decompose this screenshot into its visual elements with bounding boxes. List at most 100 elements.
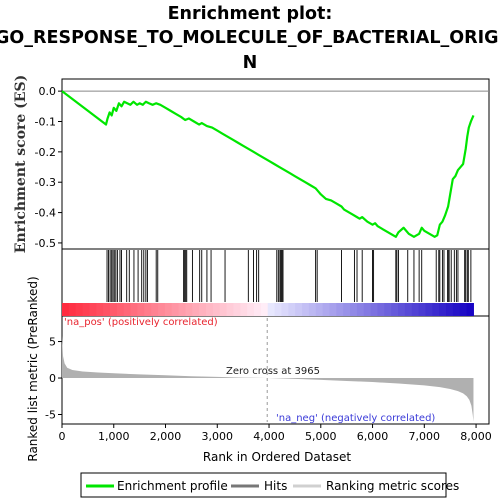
- xtick-label: 5,000: [305, 430, 337, 443]
- legend-box: [80, 472, 447, 498]
- es-ytick-label: -0.4: [35, 207, 56, 220]
- heatmap-segment: [96, 303, 104, 316]
- heatmap-segment: [391, 303, 399, 316]
- heatmap-segment: [233, 303, 241, 316]
- heatmap-segment: [411, 303, 420, 316]
- heatmap-segment: [68, 303, 77, 316]
- heatmap-segment: [384, 303, 392, 316]
- metric-ytick-label: -5: [45, 409, 56, 422]
- hit-markers: [106, 250, 472, 302]
- heatmap-segment: [219, 303, 228, 316]
- es-profile-group: [61, 90, 475, 238]
- heatmap-segment: [329, 303, 337, 316]
- heatmap-segment: [130, 303, 138, 316]
- x-axis-label: Rank in Ordered Dataset: [203, 450, 351, 464]
- heatmap-segment: [398, 303, 406, 316]
- heatmap-segment: [151, 303, 159, 316]
- chart-title-line-2: GO_RESPONSE_TO_MOLECULE_OF_BACTERIAL_ORI…: [0, 28, 500, 48]
- heatmap-segment: [158, 303, 166, 316]
- xtick-label: 0: [59, 430, 66, 443]
- heatmap-segment: [89, 303, 97, 316]
- heatmap-segment: [425, 303, 433, 316]
- x-axis-ticks: 0 1,000 2,000 3,000 4,000 5,000 6,000 7,000 8,00…: [59, 424, 492, 443]
- metric-ytick-label: 5: [49, 336, 56, 349]
- heatmap-segment: [439, 303, 447, 316]
- metric-y-ticks: 5 0 -5: [45, 336, 62, 422]
- es-ytick-label: 0.0: [39, 85, 57, 98]
- pos-correlated-label: 'na_pos' (positively correlated): [64, 317, 218, 328]
- heatmap-segment: [288, 303, 296, 316]
- heatmap-segment: [75, 303, 84, 316]
- heatmap-segment: [192, 303, 200, 316]
- legend-label-hits: Hits: [264, 479, 287, 493]
- heatmap-segment: [240, 303, 248, 316]
- xtick-label: 4,000: [253, 430, 285, 443]
- heatmap-segment: [116, 303, 125, 316]
- xtick-label: 7,000: [409, 430, 441, 443]
- heatmap-segment: [274, 303, 282, 316]
- es-y-ticks: 0.0 -0.1 -0.2 -0.3 -0.4 -0.5: [35, 85, 62, 250]
- heatmap-segment: [350, 303, 358, 316]
- heatmap-segment: [466, 303, 474, 316]
- heatmap-segment: [123, 303, 132, 316]
- heatmap-segment: [185, 303, 193, 316]
- legend-label-enrichment: Enrichment profile: [117, 479, 228, 493]
- es-profile-line: [61, 90, 475, 238]
- metric-ytick-label: 0: [49, 372, 56, 385]
- heatmap-segment: [363, 303, 372, 316]
- es-ytick-label: -0.1: [35, 116, 56, 129]
- heatmap-segment: [356, 303, 365, 316]
- chart-title-line-1: Enrichment plot:: [168, 4, 333, 24]
- heatmap-segment: [281, 303, 289, 316]
- heatmap-segment: [103, 303, 111, 316]
- xtick-label: 2,000: [150, 430, 182, 443]
- zero-cross-label: Zero cross at 3965: [226, 366, 320, 377]
- es-y-axis-label: Enrichment score (ES): [13, 75, 29, 253]
- heatmap-segment: [254, 303, 262, 316]
- chart-title-line-3: N: [243, 53, 258, 73]
- heatmap-segment: [452, 303, 461, 316]
- es-ytick-label: -0.2: [35, 146, 56, 159]
- heatmap-segment: [404, 303, 413, 316]
- heatmap-segment: [178, 303, 186, 316]
- heatmap-segment: [308, 303, 317, 316]
- legend-label-metric: Ranking metric scores: [326, 479, 459, 493]
- heatmap-segment: [206, 303, 214, 316]
- xtick-label: 3,000: [202, 430, 234, 443]
- heatmap-segment: [82, 303, 90, 316]
- xtick-label: 8,000: [460, 430, 492, 443]
- heatmap-segment: [459, 303, 468, 316]
- heatmap-segment: [247, 303, 255, 316]
- legend: Enrichment profile Hits Ranking metric s…: [80, 472, 459, 498]
- heatmap-segment: [164, 303, 173, 316]
- ranked-metric-group: [62, 318, 474, 422]
- heatmap-segment: [322, 303, 330, 316]
- metric-y-axis-label: Ranked list metric (PreRanked): [26, 276, 40, 461]
- heatmap-segment: [199, 303, 207, 316]
- heatmap-segment: [343, 303, 351, 316]
- ranked-metric-area: [62, 335, 474, 422]
- heatmap-segment: [110, 303, 118, 316]
- heatmap-segment: [226, 303, 234, 316]
- heatmap-segment: [171, 303, 180, 316]
- xtick-label: 1,000: [98, 430, 130, 443]
- rank-heatmap-bar: [62, 303, 474, 316]
- heatmap-segment: [336, 303, 344, 316]
- heatmap-segment: [260, 303, 269, 316]
- heatmap-segment: [137, 303, 145, 316]
- heatmap-segment: [295, 303, 303, 316]
- es-ytick-label: -0.3: [35, 176, 56, 189]
- es-ytick-label: -0.5: [35, 237, 56, 250]
- heatmap-segment: [302, 303, 310, 316]
- heatmap-segment: [432, 303, 440, 316]
- heatmap-segment: [418, 303, 426, 316]
- heatmap-segment: [377, 303, 385, 316]
- xtick-label: 6,000: [357, 430, 389, 443]
- heatmap-segment: [315, 303, 324, 316]
- heatmap-segment: [267, 303, 276, 316]
- heatmap-segment: [144, 303, 152, 316]
- heatmap-segment: [446, 303, 454, 316]
- heatmap-segment: [370, 303, 378, 316]
- heatmap-segment: [62, 303, 70, 316]
